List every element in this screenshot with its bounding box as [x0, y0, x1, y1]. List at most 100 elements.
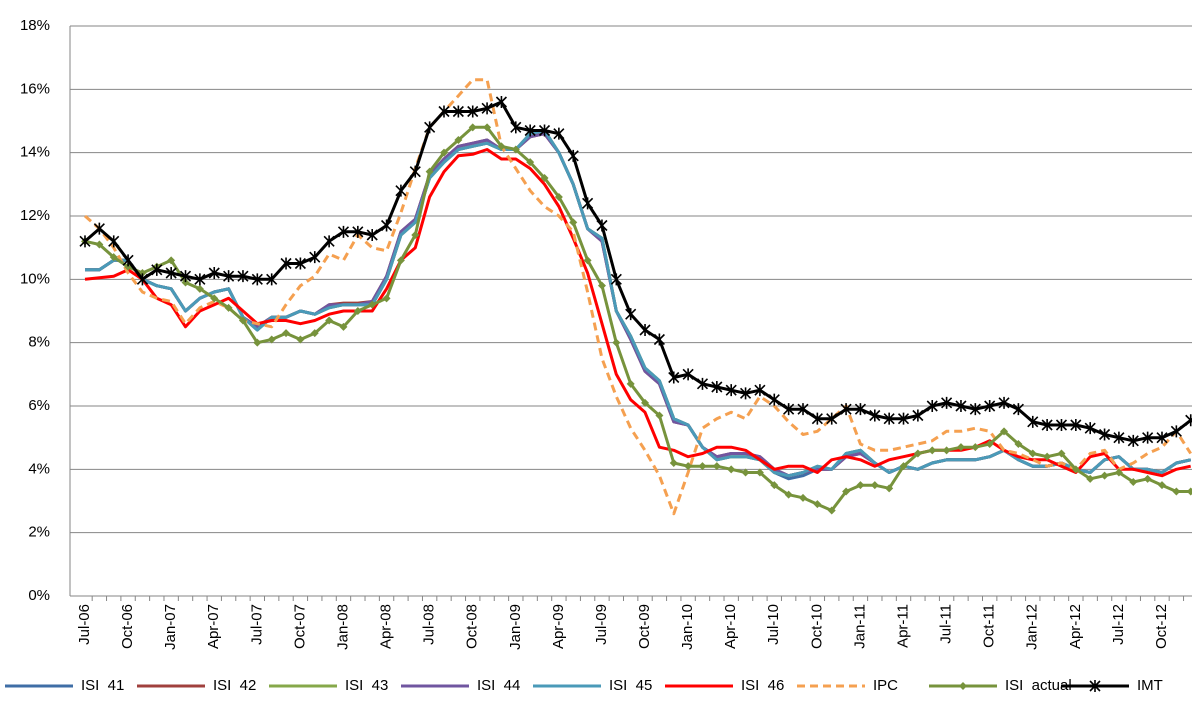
marker — [540, 174, 549, 182]
marker — [625, 308, 637, 321]
marker — [309, 251, 321, 264]
marker — [253, 338, 262, 347]
marker — [1000, 427, 1009, 436]
series-line — [84, 78, 1192, 516]
marker — [741, 468, 750, 477]
marker — [280, 257, 292, 270]
marker — [913, 449, 922, 458]
legend-label: IPC — [873, 677, 898, 694]
marker — [122, 254, 134, 267]
marker — [1170, 425, 1182, 438]
marker — [626, 379, 635, 388]
x-tick-label: Jan-07 — [162, 604, 179, 650]
y-tick-label: 6% — [28, 397, 50, 414]
legend-label: ISI 43 — [345, 677, 388, 694]
marker — [352, 225, 364, 238]
marker — [755, 468, 764, 477]
marker — [95, 240, 104, 249]
marker — [108, 235, 120, 248]
marker — [1089, 680, 1101, 692]
marker — [79, 235, 91, 248]
x-tick-label: Jul-06 — [76, 604, 93, 645]
marker — [495, 96, 508, 108]
marker — [684, 462, 693, 471]
marker — [1142, 431, 1154, 444]
marker — [926, 400, 938, 412]
marker — [842, 487, 851, 496]
marker — [151, 263, 163, 276]
marker — [984, 400, 996, 412]
marker — [1055, 419, 1068, 431]
marker — [897, 412, 910, 425]
x-tick-label: Apr-09 — [550, 604, 567, 649]
marker — [251, 273, 263, 286]
marker — [538, 124, 551, 137]
marker — [784, 490, 793, 499]
marker — [1158, 481, 1166, 490]
series-line — [85, 129, 1192, 481]
x-tick-label: Jul-12 — [1110, 604, 1127, 645]
marker — [969, 403, 981, 416]
marker — [912, 409, 924, 422]
marker — [396, 256, 405, 265]
marker — [440, 148, 448, 157]
marker — [596, 219, 608, 232]
y-tick-label: 18% — [20, 17, 50, 34]
marker — [1041, 419, 1053, 431]
marker — [826, 412, 838, 425]
marker — [195, 284, 204, 293]
marker — [210, 294, 219, 303]
marker — [1057, 449, 1066, 458]
y-tick-label: 8% — [28, 334, 50, 351]
marker — [224, 303, 233, 312]
marker — [1127, 434, 1139, 447]
marker — [237, 270, 249, 283]
marker — [698, 462, 707, 471]
marker — [783, 403, 795, 416]
marker — [655, 411, 664, 420]
marker — [267, 335, 276, 344]
marker — [1028, 449, 1037, 458]
marker — [959, 682, 967, 690]
y-tick-label: 2% — [28, 524, 50, 541]
x-tick-label: Oct-10 — [808, 604, 825, 649]
marker — [711, 381, 723, 393]
marker — [1086, 474, 1095, 483]
y-tick-label: 4% — [28, 460, 50, 477]
x-tick-label: Oct-07 — [291, 604, 308, 649]
x-tick-label: Oct-06 — [119, 604, 136, 649]
marker — [712, 462, 721, 471]
marker — [597, 281, 606, 290]
x-tick-label: Jan-09 — [507, 604, 524, 650]
marker — [409, 165, 421, 178]
legend-label: ISI 41 — [81, 677, 124, 694]
marker — [899, 462, 908, 471]
marker — [323, 235, 335, 248]
marker — [639, 324, 651, 336]
series-line — [84, 148, 1192, 478]
marker — [1143, 474, 1152, 483]
marker — [438, 105, 450, 118]
marker — [612, 338, 621, 347]
marker — [353, 307, 362, 315]
marker — [223, 270, 235, 283]
marker — [468, 123, 477, 132]
marker — [467, 105, 479, 118]
marker — [167, 256, 176, 265]
x-tick-label: Apr-12 — [1067, 604, 1084, 649]
marker — [768, 393, 780, 406]
marker — [567, 149, 579, 162]
marker — [510, 121, 522, 134]
x-tick-label: Jul-07 — [248, 604, 265, 645]
marker — [93, 222, 105, 235]
marker — [181, 278, 190, 287]
marker — [725, 384, 737, 397]
marker — [1186, 487, 1192, 496]
x-tick-label: Jul-09 — [593, 604, 610, 645]
legend-label: ISI 44 — [477, 677, 520, 694]
legend-label: IMT — [1137, 677, 1163, 694]
marker — [569, 218, 578, 227]
series-line — [85, 132, 1192, 478]
y-tick-label: 0% — [28, 587, 50, 604]
marker — [956, 443, 965, 452]
